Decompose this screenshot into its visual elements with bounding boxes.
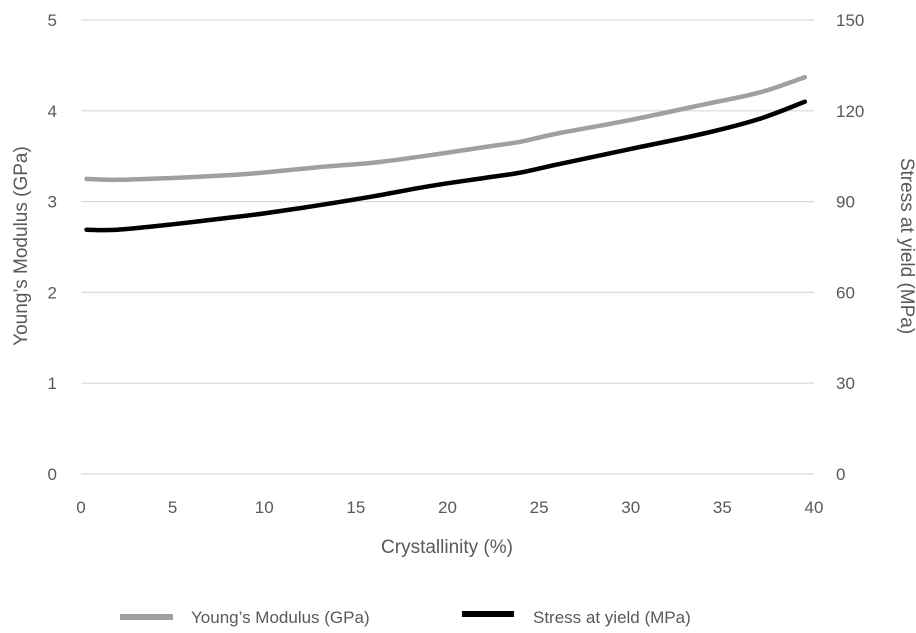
x-axis-title: Crystallinity (%)	[381, 537, 513, 558]
y-left-tick-3: 3	[48, 193, 57, 212]
gridlines	[81, 19, 814, 475]
x-tick-0: 0	[76, 498, 85, 517]
x-tick-30: 30	[621, 498, 640, 517]
x-tick-labels: 0 5 10 15 20 25 30 35 40	[76, 498, 823, 517]
x-tick-15: 15	[346, 498, 365, 517]
legend-label-youngs-modulus: Young’s Modulus (GPa)	[191, 608, 370, 627]
y-right-axis-title: Stress at yield (MPa)	[896, 158, 916, 334]
y-left-tick-0: 0	[48, 465, 57, 484]
x-tick-40: 40	[805, 498, 824, 517]
y-right-tick-labels: 0 30 60 90 120 150	[836, 11, 864, 484]
y-right-tick-0: 0	[836, 465, 845, 484]
x-tick-20: 20	[438, 498, 457, 517]
series-layer	[84, 74, 808, 233]
y-left-tick-5: 5	[48, 11, 57, 30]
x-tick-25: 25	[530, 498, 549, 517]
x-tick-35: 35	[713, 498, 732, 517]
y-right-tick-30: 30	[836, 374, 855, 393]
y-left-tick-2: 2	[48, 283, 57, 302]
y-left-tick-1: 1	[48, 374, 57, 393]
y-left-axis-title: Young’s Modulus (GPa)	[11, 146, 32, 346]
y-left-tick-labels: 0 1 2 3 4 5	[48, 11, 57, 484]
y-left-tick-4: 4	[48, 102, 57, 121]
x-tick-5: 5	[168, 498, 177, 517]
legend: Young’s Modulus (GPa) Stress at yield (M…	[120, 608, 691, 627]
y-right-tick-60: 60	[836, 283, 855, 302]
legend-label-stress-at-yield: Stress at yield (MPa)	[533, 608, 691, 627]
y-right-tick-120: 120	[836, 102, 864, 121]
x-tick-10: 10	[255, 498, 274, 517]
series-line-youngs-modulus	[84, 74, 808, 183]
series-line-stress-at-yield	[84, 99, 808, 233]
y-right-tick-90: 90	[836, 193, 855, 212]
y-right-tick-150: 150	[836, 11, 864, 30]
